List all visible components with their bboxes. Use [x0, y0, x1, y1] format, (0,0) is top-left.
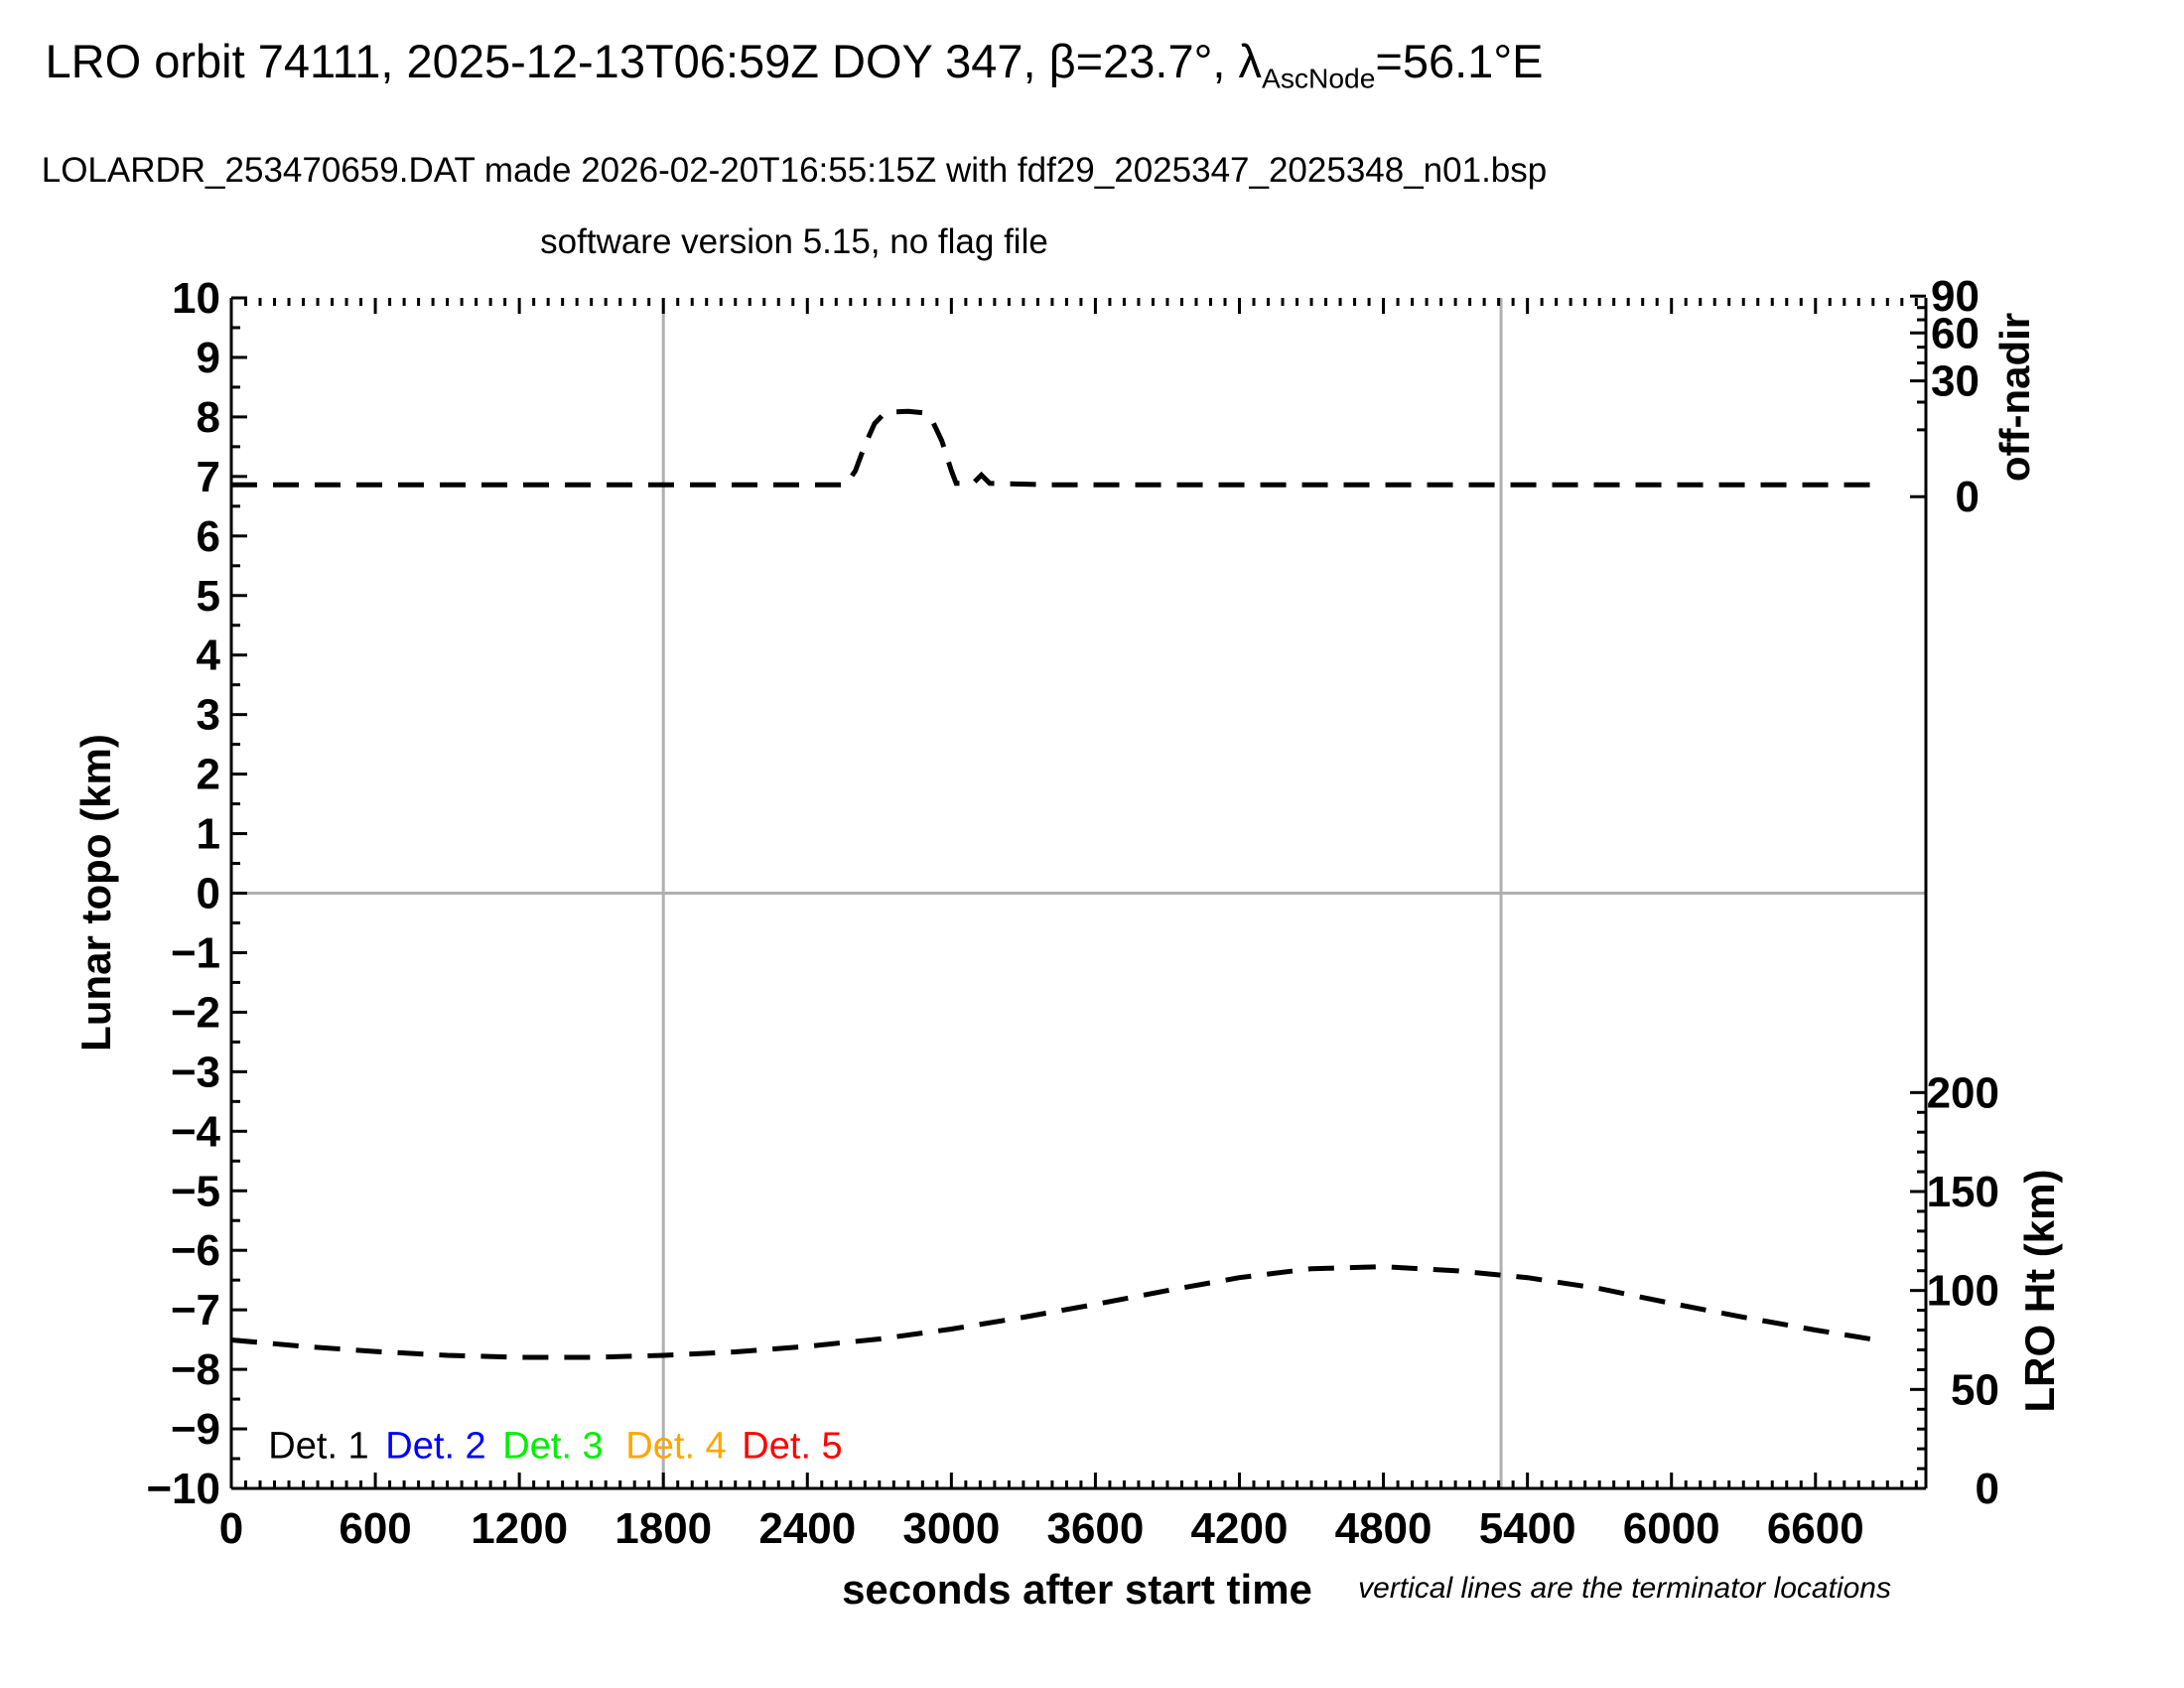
svg-text:−6: −6	[171, 1226, 220, 1275]
y-axis-title-lro-height: LRO Ht (km)	[2016, 1169, 2063, 1413]
legend-item-det-1: Det. 1	[268, 1425, 369, 1468]
svg-text:50: 50	[1951, 1365, 1999, 1414]
svg-text:6: 6	[197, 512, 220, 561]
svg-text:3600: 3600	[1046, 1504, 1144, 1553]
terminator-footnote: vertical lines are the terminator locati…	[1358, 1572, 1891, 1605]
svg-text:0: 0	[1956, 473, 1979, 521]
svg-text:−8: −8	[171, 1345, 220, 1394]
svg-text:8: 8	[197, 393, 220, 442]
x-axis-title: seconds after start time	[842, 1566, 1312, 1613]
svg-text:−4: −4	[171, 1107, 221, 1156]
legend-item-det-4: Det. 4	[625, 1425, 727, 1468]
svg-text:−7: −7	[171, 1286, 220, 1335]
figure-subtitle-file: LOLARDR_253470659.DAT made 2026-02-20T16…	[41, 151, 1548, 190]
svg-text:−1: −1	[171, 928, 220, 977]
y-axis-title-left: Lunar topo (km)	[72, 734, 119, 1052]
svg-text:90: 90	[1931, 272, 1979, 321]
legend-item-det-5: Det. 5	[742, 1425, 843, 1468]
svg-text:0: 0	[197, 870, 220, 918]
svg-text:4200: 4200	[1191, 1504, 1289, 1553]
svg-text:2: 2	[197, 751, 220, 799]
svg-text:200: 200	[1927, 1068, 1999, 1117]
svg-text:−2: −2	[171, 988, 220, 1037]
svg-text:7: 7	[197, 453, 220, 501]
svg-text:0: 0	[1976, 1465, 1999, 1513]
y-axis-title-off-nadir: off-nadir	[1991, 312, 2038, 483]
svg-text:6000: 6000	[1623, 1504, 1720, 1553]
svg-text:5: 5	[197, 572, 220, 621]
title-suffix: =56.1°E	[1375, 35, 1544, 87]
svg-text:2400: 2400	[758, 1504, 856, 1553]
svg-text:60: 60	[1931, 309, 1979, 357]
svg-text:100: 100	[1927, 1267, 1999, 1316]
title-subscript: AscNode	[1262, 62, 1376, 94]
svg-text:5400: 5400	[1479, 1504, 1576, 1553]
svg-text:6600: 6600	[1767, 1504, 1864, 1553]
legend-item-det-2: Det. 2	[385, 1425, 486, 1468]
svg-text:1200: 1200	[471, 1504, 568, 1553]
svg-text:150: 150	[1927, 1168, 1999, 1216]
svg-text:−3: −3	[171, 1048, 220, 1096]
svg-text:10: 10	[172, 274, 220, 323]
svg-text:0: 0	[219, 1504, 243, 1553]
svg-text:3000: 3000	[902, 1504, 1000, 1553]
figure-subtitle-version: software version 5.15, no flag file	[540, 222, 1048, 261]
svg-text:4800: 4800	[1335, 1504, 1433, 1553]
svg-text:−5: −5	[171, 1167, 220, 1215]
svg-text:9: 9	[197, 334, 220, 382]
svg-text:1800: 1800	[614, 1504, 712, 1553]
legend-item-det-3: Det. 3	[502, 1425, 604, 1468]
figure-title: LRO orbit 74111, 2025-12-13T06:59Z DOY 3…	[0, 34, 1588, 94]
title-main: LRO orbit 74111, 2025-12-13T06:59Z DOY 3…	[45, 35, 1263, 87]
svg-text:4: 4	[197, 632, 221, 680]
svg-text:3: 3	[197, 691, 220, 740]
svg-text:30: 30	[1931, 357, 1979, 406]
svg-text:600: 600	[339, 1504, 411, 1553]
svg-text:−10: −10	[146, 1465, 220, 1513]
svg-text:1: 1	[197, 810, 220, 859]
svg-text:−9: −9	[171, 1405, 220, 1454]
